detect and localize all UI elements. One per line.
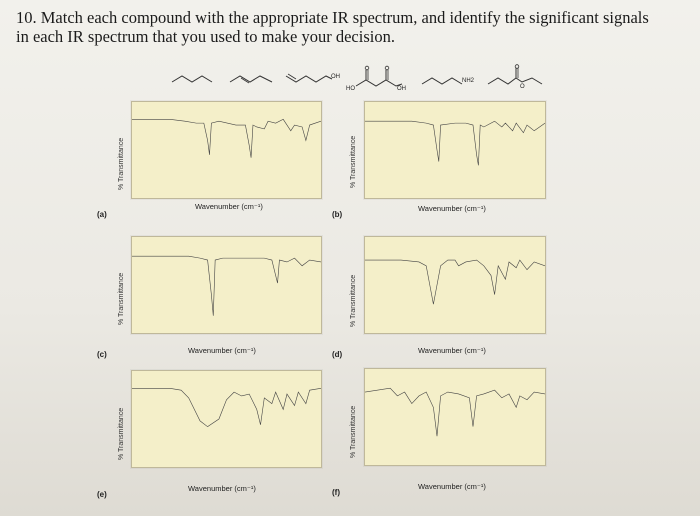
spectrum-line (365, 260, 545, 304)
y-axis-label: % Transmittance (118, 407, 125, 460)
panel-label-c: (c) (97, 350, 107, 359)
compound-ester: O (486, 62, 552, 96)
spectrum-trace-d (365, 237, 545, 333)
panel-label-d: (d) (332, 350, 343, 359)
spectrum-plot-f (364, 368, 546, 466)
spectrum-trace-a (132, 102, 321, 198)
compound-alkene-1 (170, 62, 216, 96)
spectrum-plot-a (131, 101, 322, 199)
ester-o-label: O (520, 84, 525, 90)
y-axis-label: % Transmittance (350, 405, 357, 458)
spectrum-trace-c (132, 237, 321, 333)
x-axis-label: Wavenumber (cm⁻¹) (195, 202, 263, 211)
panel-label-e: (e) (97, 490, 107, 499)
spectrum-plot-b (364, 101, 546, 199)
x-axis-label: Wavenumber (cm⁻¹) (188, 346, 256, 355)
compound-amine: NH2 (420, 62, 478, 96)
question-text: 10. Match each compound with the appropr… (16, 8, 688, 46)
compound-alkene-2 (228, 62, 276, 96)
spectrum-trace-b (365, 102, 545, 198)
keto-acid-ho-label: HO (346, 86, 355, 92)
spectrum-plot-d (364, 236, 546, 334)
question-line-1: 10. Match each compound with the appropr… (16, 8, 649, 27)
y-axis-label: % Transmittance (118, 272, 125, 325)
panel-label-b: (b) (332, 210, 343, 219)
spectrum-plot-c (131, 236, 322, 334)
spectrum-trace-f (365, 369, 545, 465)
panel-label-a: (a) (97, 210, 107, 219)
compound-alcohol: OH (284, 62, 342, 96)
x-axis-label: Wavenumber (cm⁻¹) (418, 346, 486, 355)
alcohol-oh-label: OH (331, 74, 340, 80)
panel-label-f: (f) (332, 488, 340, 497)
spectrum-line (365, 388, 545, 436)
spectrum-plot-e (131, 370, 322, 468)
x-axis-label: Wavenumber (cm⁻¹) (418, 482, 486, 491)
spectrum-line (132, 119, 321, 157)
y-axis-label: % Transmittance (350, 135, 357, 188)
spectrum-line (132, 388, 321, 426)
spectrum-trace-e (132, 371, 321, 467)
x-axis-label: Wavenumber (cm⁻¹) (188, 484, 256, 493)
spectrum-line (365, 121, 545, 165)
spectrum-line (132, 256, 321, 316)
y-axis-label: % Transmittance (350, 274, 357, 327)
question-line-2: in each IR spectrum that you used to mak… (16, 27, 395, 46)
x-axis-label: Wavenumber (cm⁻¹) (418, 204, 486, 213)
y-axis-label: % Transmittance (118, 137, 125, 190)
keto-acid-oh-label: OH (397, 86, 406, 92)
amine-nh2-label: NH2 (462, 78, 475, 84)
compound-keto-acid: HO OH (346, 62, 410, 96)
